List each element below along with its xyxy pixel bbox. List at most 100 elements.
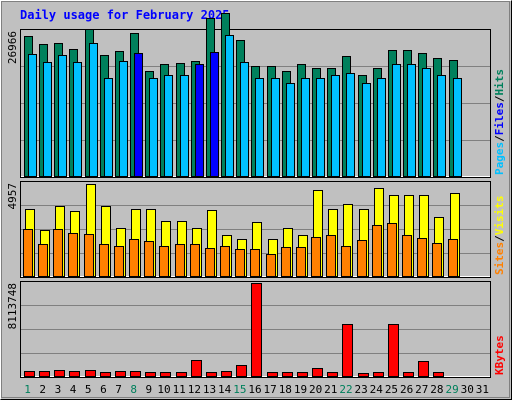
bar-kbytes-day-2 <box>39 371 50 377</box>
bar-kbytes-day-25 <box>388 324 399 377</box>
x-tick-label-8: 8 <box>130 383 137 396</box>
bar-sites-day-13 <box>205 248 215 277</box>
x-tick-label-1: 1 <box>24 383 31 396</box>
bar-sites-day-19 <box>296 247 306 277</box>
legend-item: Pages <box>493 142 506 175</box>
x-tick-label-29: 29 <box>445 383 458 396</box>
bar-files-day-22 <box>346 73 355 177</box>
bar-sites-day-10 <box>159 246 169 277</box>
bar-sites-day-17 <box>266 254 276 277</box>
bar-files-day-25 <box>392 64 401 177</box>
bar-kbytes-day-28 <box>433 372 444 377</box>
bar-sites-day-15 <box>235 249 245 277</box>
bar-kbytes-day-10 <box>160 372 171 377</box>
bar-kbytes-day-3 <box>54 370 65 377</box>
bar-kbytes-day-7 <box>115 371 126 377</box>
bar-files-day-11 <box>180 75 189 177</box>
legend-kbytes: KBytes <box>493 335 506 375</box>
legend-separator: / <box>493 135 506 142</box>
bar-sites-day-23 <box>357 240 367 277</box>
bar-files-day-29 <box>453 78 462 177</box>
chart-title: Daily usage for February 2025 <box>20 8 230 22</box>
bar-sites-day-4 <box>68 233 78 277</box>
bar-kbytes-day-19 <box>297 372 308 377</box>
bar-files-day-1 <box>28 54 37 177</box>
x-tick-label-13: 13 <box>203 383 216 396</box>
bar-kbytes-day-22 <box>342 324 353 377</box>
x-tick-label-16: 16 <box>248 383 261 396</box>
x-tick-label-5: 5 <box>85 383 92 396</box>
bar-files-day-27 <box>422 68 431 177</box>
bars-kbytes <box>24 283 444 377</box>
x-tick-label-18: 18 <box>279 383 292 396</box>
y-max-label: 4957 <box>6 183 19 210</box>
x-tick-label-23: 23 <box>355 383 368 396</box>
bar-sites-day-11 <box>175 244 185 277</box>
bar-kbytes-day-11 <box>176 372 187 377</box>
bar-kbytes-day-20 <box>312 368 323 377</box>
bar-sites-day-3 <box>53 229 63 277</box>
bar-kbytes-day-23 <box>358 373 369 377</box>
bar-kbytes-day-1 <box>24 371 35 377</box>
bar-files-day-20 <box>316 78 325 177</box>
bar-kbytes-day-27 <box>418 361 429 377</box>
panel-kbytes: 8113748 KBytes <box>6 281 506 378</box>
legend-item: Sites <box>493 242 506 275</box>
bar-files-day-15 <box>240 62 249 177</box>
x-tick-label-24: 24 <box>370 383 384 396</box>
bar-sites-day-7 <box>114 246 124 277</box>
bar-kbytes-day-4 <box>69 371 80 377</box>
bars-visits-sites <box>23 184 460 277</box>
bar-files-day-10 <box>164 75 173 177</box>
bar-sites-day-20 <box>311 237 321 277</box>
x-tick-label-27: 27 <box>415 383 428 396</box>
x-tick-label-15: 15 <box>233 383 246 396</box>
bar-kbytes-day-6 <box>100 372 111 377</box>
bar-files-day-6 <box>104 78 113 177</box>
bar-sites-day-25 <box>387 223 397 277</box>
bar-files-day-28 <box>437 75 446 177</box>
bar-files-day-14 <box>225 35 234 177</box>
x-axis-labels: 1 2 3 4 5 6 7 8 9 10 11 12 13 14 15 16 17 18 19 20 21 22 23 24 2… <box>24 383 489 396</box>
bar-pages-day-8 <box>134 53 143 177</box>
x-tick-label-30: 30 <box>461 383 474 396</box>
x-tick-label-2: 2 <box>39 383 46 396</box>
chart-panels: 26966Pages/Files/Hits4957Sites/Visits811… <box>6 13 506 378</box>
bar-sites-day-26 <box>402 235 412 277</box>
legend-item: Visits <box>493 196 506 236</box>
bar-pages-day-13 <box>210 52 219 177</box>
bar-sites-day-8 <box>129 239 139 277</box>
x-tick-label-4: 4 <box>70 383 77 396</box>
x-tick-label-26: 26 <box>400 383 413 396</box>
bar-kbytes-day-9 <box>145 372 156 377</box>
bar-sites-day-21 <box>326 235 336 277</box>
x-tick-label-22: 22 <box>339 383 352 396</box>
bar-files-day-3 <box>58 55 67 177</box>
panel-visits-sites: 4957 Sites/Visits <box>6 181 506 278</box>
x-tick-label-31: 31 <box>476 383 489 396</box>
x-tick-label-10: 10 <box>157 383 170 396</box>
legend-item: Files <box>493 102 506 135</box>
bar-sites-day-24 <box>372 225 382 277</box>
bar-files-day-19 <box>301 78 310 177</box>
legend-item: KBytes <box>493 335 506 375</box>
legend-hits-files-pages: Pages/Files/Hits <box>493 69 506 175</box>
x-tick-label-9: 9 <box>146 383 153 396</box>
legend-item: Hits <box>493 69 506 96</box>
bar-sites-day-5 <box>84 234 94 277</box>
bar-sites-day-1 <box>23 229 33 277</box>
bar-files-day-4 <box>73 62 82 177</box>
bar-kbytes-day-26 <box>403 372 414 377</box>
bars-hits-files-pages <box>24 13 462 177</box>
bar-kbytes-day-13 <box>206 372 217 377</box>
bar-sites-day-16 <box>250 249 260 277</box>
bar-files-day-26 <box>407 64 416 177</box>
bar-sites-day-6 <box>99 244 109 277</box>
bar-pages-day-12 <box>195 64 204 177</box>
bar-files-day-21 <box>331 75 340 177</box>
bar-sites-day-2 <box>38 244 48 277</box>
bar-files-day-17 <box>271 78 280 177</box>
